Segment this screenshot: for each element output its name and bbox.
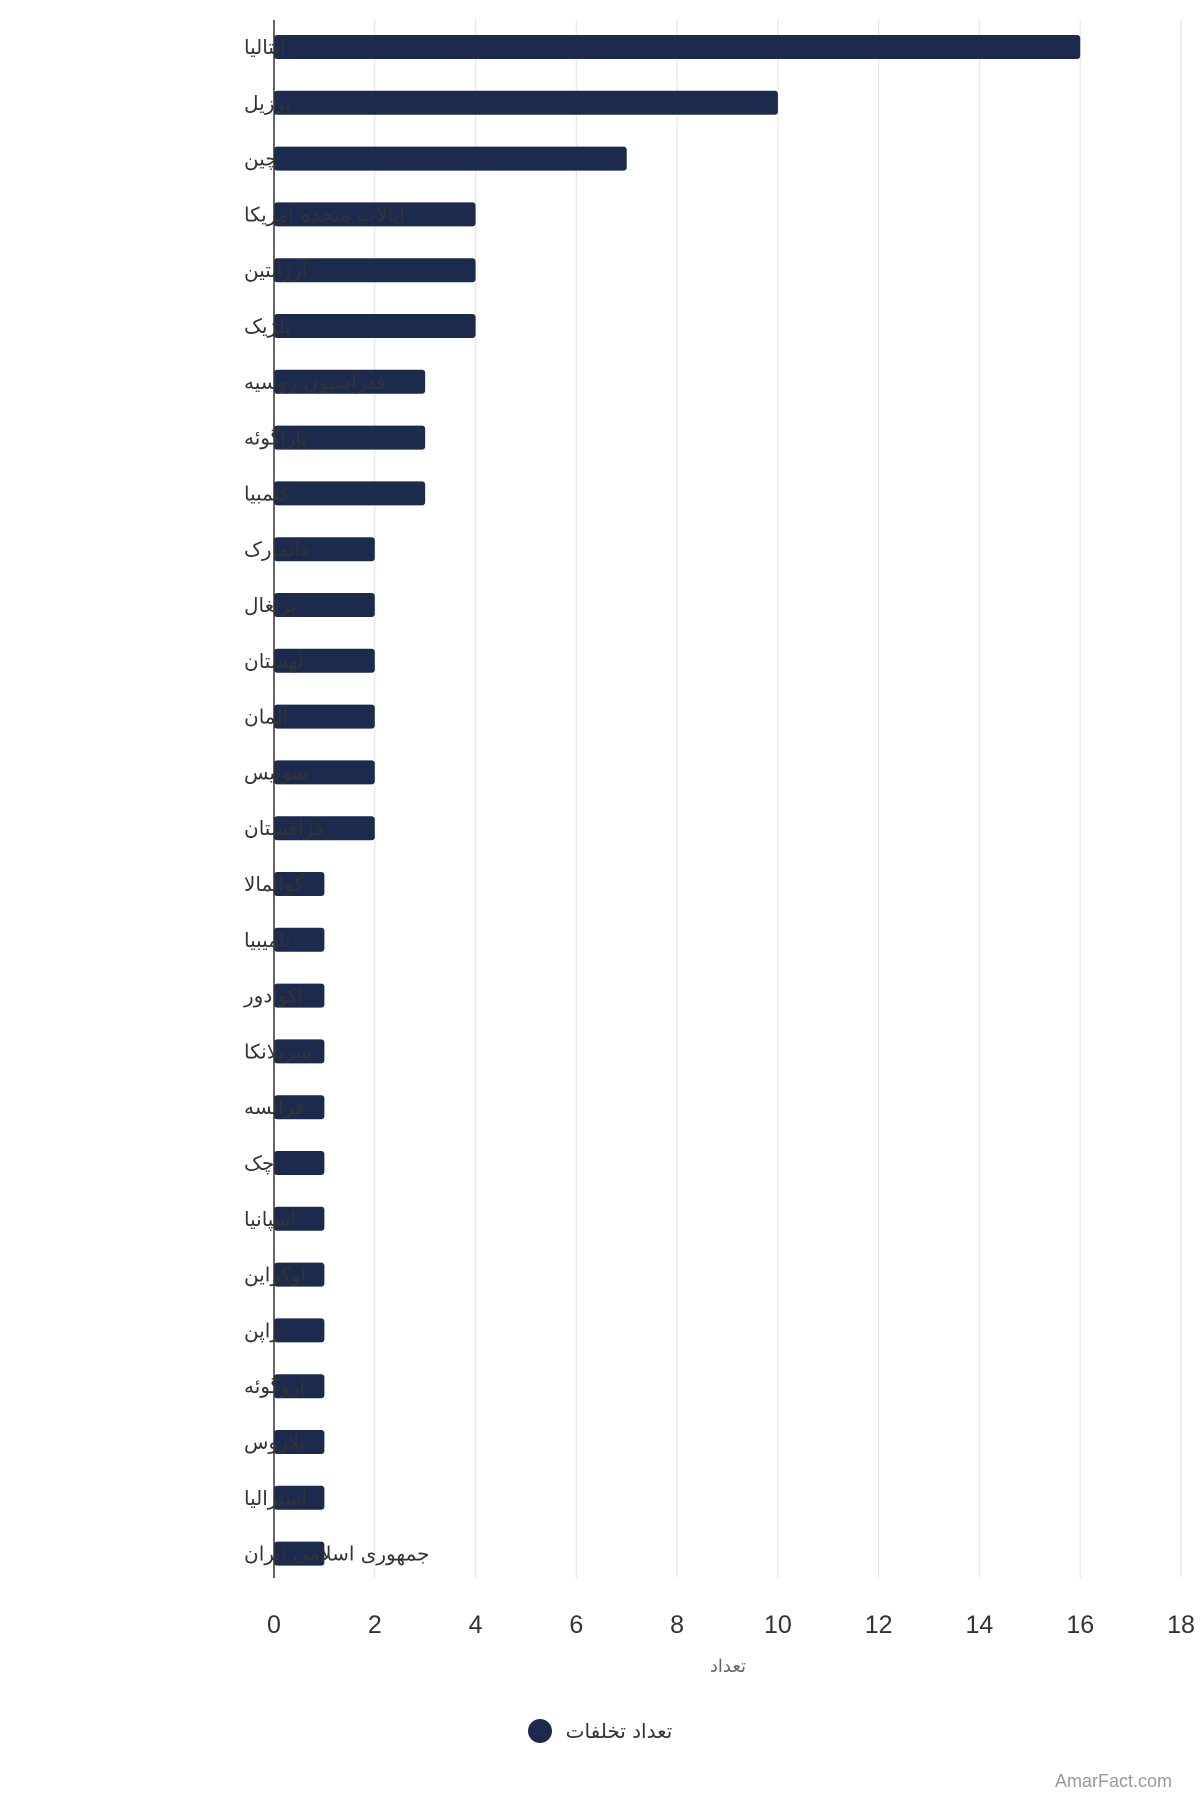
x-tick-label: 6	[569, 1611, 583, 1639]
x-tick-labels: 0 2 4 6 8 10 12 14 16 18	[267, 1611, 1195, 1639]
category-label: بلاروس	[244, 1430, 305, 1454]
category-label: اوکراین	[244, 1263, 306, 1287]
category-label: اروگوئه	[244, 1374, 305, 1398]
bar[interactable]	[274, 1039, 325, 1064]
category-label: اکوادور	[243, 984, 303, 1008]
category-label: سریلانکا	[244, 1039, 312, 1063]
bar[interactable]	[274, 1095, 325, 1120]
category-label: قزاقستان	[244, 816, 324, 840]
bar[interactable]	[274, 369, 426, 394]
category-label: ژاپن	[244, 1318, 280, 1343]
bar[interactable]	[274, 816, 375, 841]
category-label: چین	[244, 147, 278, 171]
category-label: فرانسه	[244, 1095, 304, 1119]
category-label: فدراسیون روسیه	[244, 370, 386, 394]
x-tick-label: 2	[368, 1611, 382, 1639]
legend-marker	[527, 1719, 552, 1743]
category-label: برزیل	[244, 91, 291, 115]
bar[interactable]	[274, 1318, 325, 1343]
category-labels: ایتالیا برزیل چین ایالات متحده آمریکا آرژانت…	[243, 35, 430, 1566]
bar[interactable]	[274, 704, 375, 729]
category-label: ایالات متحده آمریکا	[244, 201, 405, 226]
legend-label: تعداد تخلفات	[565, 1719, 673, 1743]
category-label: چک	[244, 1151, 274, 1175]
bar[interactable]	[274, 146, 627, 171]
x-tick-label: 8	[670, 1611, 684, 1639]
gridlines	[374, 20, 1182, 1578]
bar[interactable]	[274, 927, 325, 952]
bar[interactable]	[274, 983, 325, 1008]
category-label: ایتالیا	[244, 35, 285, 59]
bar[interactable]	[274, 1541, 325, 1566]
bar[interactable]	[274, 481, 426, 506]
bar[interactable]	[274, 1262, 325, 1287]
category-label: استرالیا	[244, 1486, 307, 1510]
bar[interactable]	[274, 314, 476, 338]
bar[interactable]	[274, 648, 375, 673]
category-label: گواتمالا	[244, 872, 305, 896]
category-label: سوئیس	[244, 760, 308, 784]
bar[interactable]	[274, 202, 476, 227]
category-label: پرتغال	[244, 593, 296, 618]
bar[interactable]	[274, 537, 375, 562]
category-label: اسپانیا	[244, 1207, 296, 1232]
x-tick-label: 14	[966, 1611, 994, 1639]
x-tick-label: 12	[865, 1611, 893, 1639]
category-label: پاراگوئه	[244, 426, 307, 451]
x-tick-label: 16	[1066, 1611, 1094, 1639]
category-label: آرژانتین	[244, 257, 309, 282]
bar[interactable]	[274, 258, 476, 283]
bar[interactable]	[274, 1206, 325, 1231]
category-label: کلمبیا	[244, 481, 290, 505]
bar[interactable]	[274, 1430, 325, 1454]
x-tick-label: 18	[1167, 1611, 1195, 1639]
x-tick-label: 0	[267, 1611, 281, 1639]
legend[interactable]: تعداد تخلفات	[0, 1719, 1200, 1743]
x-axis-title: تعداد	[710, 1656, 746, 1677]
bar[interactable]	[274, 1374, 325, 1399]
bar[interactable]	[274, 1151, 325, 1175]
bar[interactable]	[274, 1485, 325, 1510]
bars	[274, 35, 1081, 1566]
category-label: دانمارک	[244, 537, 309, 561]
bar[interactable]	[274, 35, 1081, 59]
bar[interactable]	[274, 425, 426, 450]
bar[interactable]	[274, 90, 778, 115]
bar[interactable]	[274, 760, 375, 785]
bar[interactable]	[274, 872, 325, 896]
category-label: جمهوری اسلامی ایران	[244, 1542, 430, 1566]
category-label: نامیبیا	[244, 928, 291, 952]
x-tick-label: 4	[469, 1611, 483, 1639]
x-tick-label: 10	[764, 1611, 792, 1639]
category-label: آلمان	[244, 704, 289, 729]
bar[interactable]	[274, 593, 375, 617]
category-label: بلژیک	[244, 314, 291, 338]
category-label: لهستان	[244, 649, 304, 673]
credit-text: AmarFact.com	[1054, 1771, 1172, 1791]
